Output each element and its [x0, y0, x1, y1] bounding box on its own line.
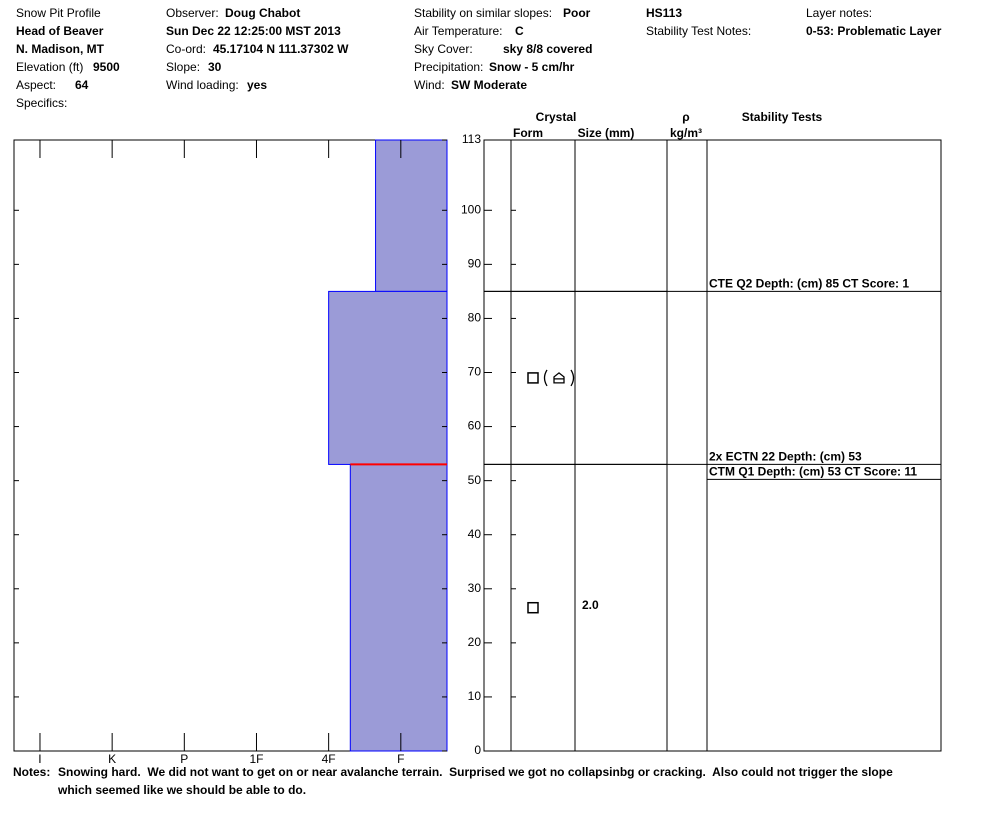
field-label: Elevation (ft)	[16, 60, 83, 74]
field-label: Co-ord:	[166, 42, 206, 56]
stability-test: 2x ECTN 22 Depth: (cm) 53	[709, 450, 862, 464]
location: Head of Beaver	[16, 24, 104, 38]
y-tick-label: 90	[468, 257, 482, 271]
notes: Notes: Snowing hard. We did not want to …	[13, 763, 943, 799]
field-value: yes	[247, 78, 267, 92]
region: N. Madison, MT	[16, 42, 105, 56]
x-tick-label: I	[38, 752, 41, 766]
y-tick-label: 40	[468, 527, 482, 541]
field-label: Air Temperature:	[414, 24, 502, 38]
grain-form-secondary	[543, 369, 575, 387]
y-tick-label: 20	[468, 635, 482, 649]
field-label: Aspect:	[16, 78, 56, 92]
field-label: Specifics:	[16, 96, 67, 110]
header-size: Size (mm)	[578, 126, 635, 140]
x-tick-label: 1F	[249, 752, 263, 766]
notes-text: Snowing hard. We did not want to get on …	[58, 765, 897, 797]
x-tick-label: P	[180, 752, 188, 766]
field-label: Stability on similar slopes:	[414, 6, 552, 20]
header-form: Form	[513, 126, 543, 140]
header-tests: Stability Tests	[742, 110, 823, 124]
field-value: Doug Chabot	[225, 6, 300, 20]
layer-bar	[349, 463, 448, 752]
y-tick-label: 30	[468, 581, 482, 595]
field-label: Layer notes:	[806, 6, 872, 20]
field-value: SW Moderate	[451, 78, 527, 92]
field-label: Observer:	[166, 6, 219, 20]
table-frame	[483, 139, 942, 752]
layer-bar	[375, 139, 448, 292]
header-crystal: Crystal	[536, 110, 577, 124]
field-value: 9500	[93, 60, 120, 74]
header-density: ρ	[682, 110, 689, 124]
grain-form	[527, 372, 539, 384]
y-tick-label: 10	[468, 689, 482, 703]
field-label: Wind:	[414, 78, 445, 92]
field-value: 64	[75, 78, 89, 92]
stability-test: CTE Q2 Depth: (cm) 85 CT Score: 1	[709, 277, 909, 291]
field-value: sky 8/8 covered	[503, 42, 592, 56]
hs: HS113	[646, 6, 682, 20]
field-label: Sky Cover:	[414, 42, 473, 56]
field-label: Precipitation:	[414, 60, 483, 74]
notes-label: Notes:	[13, 765, 51, 779]
field-value: 0-53: Problematic Layer	[806, 24, 942, 38]
y-tick-label: 50	[468, 473, 482, 487]
title: Snow Pit Profile	[16, 6, 101, 20]
field-label: Slope:	[166, 60, 200, 74]
y-tick-label: 0	[474, 743, 481, 757]
field-value: 30	[208, 60, 222, 74]
grain-size: 2.0	[582, 598, 599, 612]
layer-bar	[328, 290, 448, 465]
field-label: Stability Test Notes:	[646, 24, 751, 38]
date: Sun Dec 22 12:25:00 MST 2013	[166, 24, 341, 38]
y-tick-label: 60	[468, 419, 482, 433]
x-tick-label: K	[108, 752, 116, 766]
x-tick-label: F	[397, 752, 404, 766]
field-value: Snow - 5 cm/hr	[489, 60, 575, 74]
y-tick-label: 80	[468, 311, 482, 325]
field-value: 45.17104 N 111.37302 W	[213, 42, 349, 56]
grain-form	[527, 601, 539, 614]
field-label: Wind loading:	[166, 78, 239, 92]
field-value: C	[515, 24, 524, 38]
field-value: Poor	[563, 6, 591, 20]
y-tick-label: 70	[468, 365, 482, 379]
y-tick-label: 113	[462, 132, 481, 146]
x-tick-label: 4F	[322, 752, 336, 766]
header-density-unit: kg/m³	[670, 126, 702, 140]
y-tick-label: 100	[461, 202, 481, 216]
stability-test: CTM Q1 Depth: (cm) 53 CT Score: 11	[709, 465, 917, 479]
